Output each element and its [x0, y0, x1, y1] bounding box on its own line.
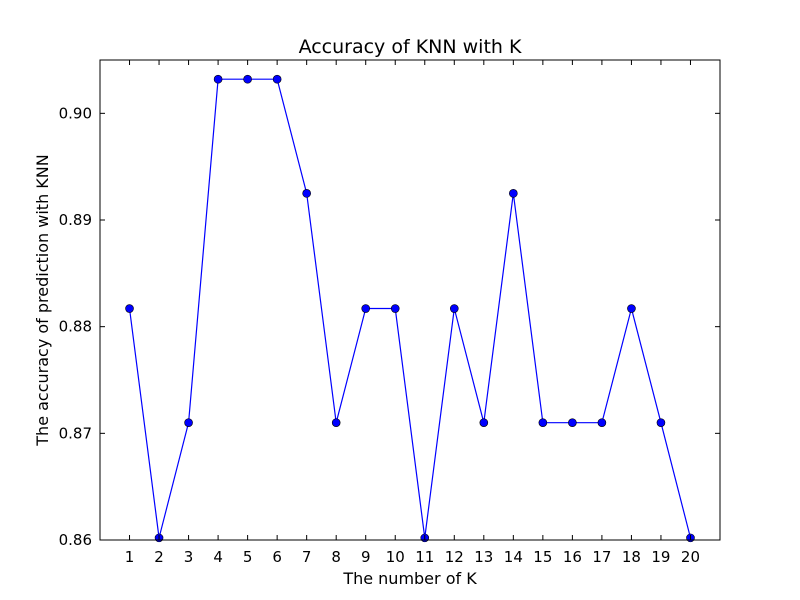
data-point-5: [243, 74, 252, 84]
x-tick-label: 14: [504, 548, 523, 566]
x-tick-label: 15: [533, 548, 552, 566]
data-point-18: [627, 304, 636, 313]
data-point-15: [538, 418, 548, 427]
x-tick-label: 10: [386, 548, 405, 566]
x-tick-label: 19: [651, 548, 670, 566]
x-tick-label: 7: [302, 548, 312, 566]
data-point-10: [390, 304, 400, 313]
y-tick-label: 0.89: [59, 211, 92, 229]
series-line: [128, 78, 692, 539]
data-point-3: [184, 418, 193, 427]
data-point-8: [331, 418, 341, 427]
x-tick-label: 20: [681, 548, 700, 566]
chart-title: Accuracy of KNN with K: [299, 36, 522, 58]
y-tick-label: 0.88: [59, 318, 92, 336]
axis-ticks: 1 2 3 4 5 6 7 8 9 10 11 12 13 14 15 16 17 18 19 200.860.870…: [59, 60, 720, 566]
x-tick-label: 2: [154, 548, 164, 566]
x-tick-label: 6: [272, 548, 282, 566]
x-tick-label: 16: [563, 548, 582, 566]
x-tick-label: 17: [592, 548, 611, 566]
data-point-12: [449, 304, 459, 313]
y-tick-label: 0.86: [59, 531, 92, 549]
data-point-14: [509, 189, 518, 198]
y-axis-label: The accuracy of prediction with KNN: [33, 154, 52, 446]
x-tick-label: 18: [622, 548, 641, 566]
plot-area: [125, 74, 695, 543]
x-tick-label: 9: [361, 548, 371, 566]
data-point-13: [479, 418, 489, 427]
x-tick-label: 11: [415, 548, 434, 566]
data-point-19: [656, 418, 666, 427]
x-tick-label: 13: [474, 548, 493, 566]
data-point-1: [125, 304, 134, 313]
data-point-17: [597, 418, 607, 427]
x-tick-label: 3: [184, 548, 194, 566]
y-tick-label: 0.90: [59, 104, 92, 122]
x-tick-label: 12: [445, 548, 464, 566]
x-tick-label: 1: [125, 548, 135, 566]
data-point-4: [213, 74, 223, 84]
y-tick-label: 0.87: [59, 424, 92, 442]
x-axis-label: The number of K: [342, 569, 477, 588]
data-point-7: [302, 189, 311, 198]
data-point-9: [361, 304, 371, 313]
data-point-6: [272, 74, 282, 84]
x-tick-label: 8: [331, 548, 341, 566]
x-tick-label: 4: [213, 548, 223, 566]
data-point-16: [568, 418, 577, 427]
plot-frame: [99, 59, 721, 541]
x-tick-label: 5: [243, 548, 253, 566]
